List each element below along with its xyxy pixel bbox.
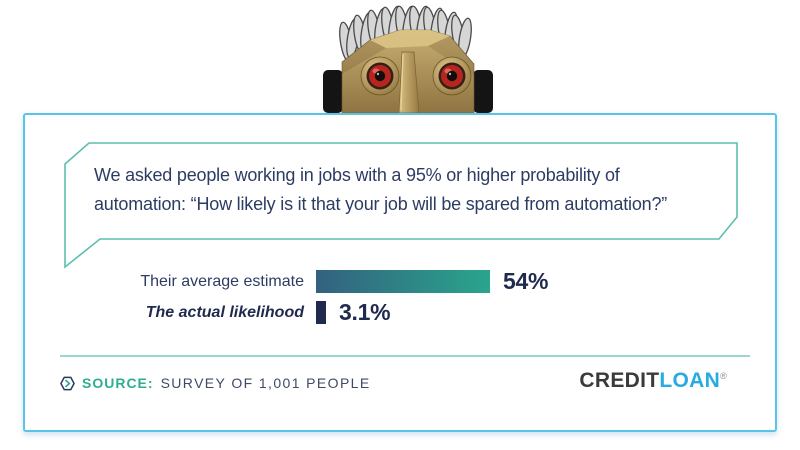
logo-credit: CREDIT (579, 369, 660, 392)
robot-eyes (360, 56, 472, 96)
source-line: SOURCE: SURVEY OF 1,001 PEOPLE (60, 375, 371, 391)
hexagon-chevron-icon (60, 376, 75, 390)
bar-label: The actual likelihood (145, 303, 304, 321)
quote-line-1: We asked people working in jobs with a 9… (94, 165, 620, 185)
quote-line-2: automation: “How likely is it that your … (94, 194, 668, 214)
source-label: SOURCE: (82, 375, 154, 391)
bar-chart: Their average estimate 54% The actual like… (25, 268, 775, 325)
creditloan-logo: CREDITLOAN® (579, 369, 727, 393)
bar-value: 54% (503, 268, 549, 294)
registered-mark: ® (720, 371, 727, 381)
robot-head-illustration (323, 5, 493, 113)
chart-row: The actual likelihood 3.1% (25, 299, 775, 325)
source-text: SURVEY OF 1,001 PEOPLE (160, 375, 371, 391)
footer-divider (60, 355, 750, 357)
bar (316, 301, 326, 324)
logo-loan: LOAN (659, 369, 721, 392)
chart-row: Their average estimate 54% (25, 268, 775, 294)
bar-label: Their average estimate (140, 272, 304, 290)
bar (316, 270, 490, 293)
robot-ears (323, 70, 493, 113)
infographic-card: We asked people working in jobs with a 9… (23, 113, 777, 432)
bar-value: 3.1% (339, 299, 391, 325)
survey-question-text: We asked people working in jobs with a 9… (94, 161, 724, 219)
